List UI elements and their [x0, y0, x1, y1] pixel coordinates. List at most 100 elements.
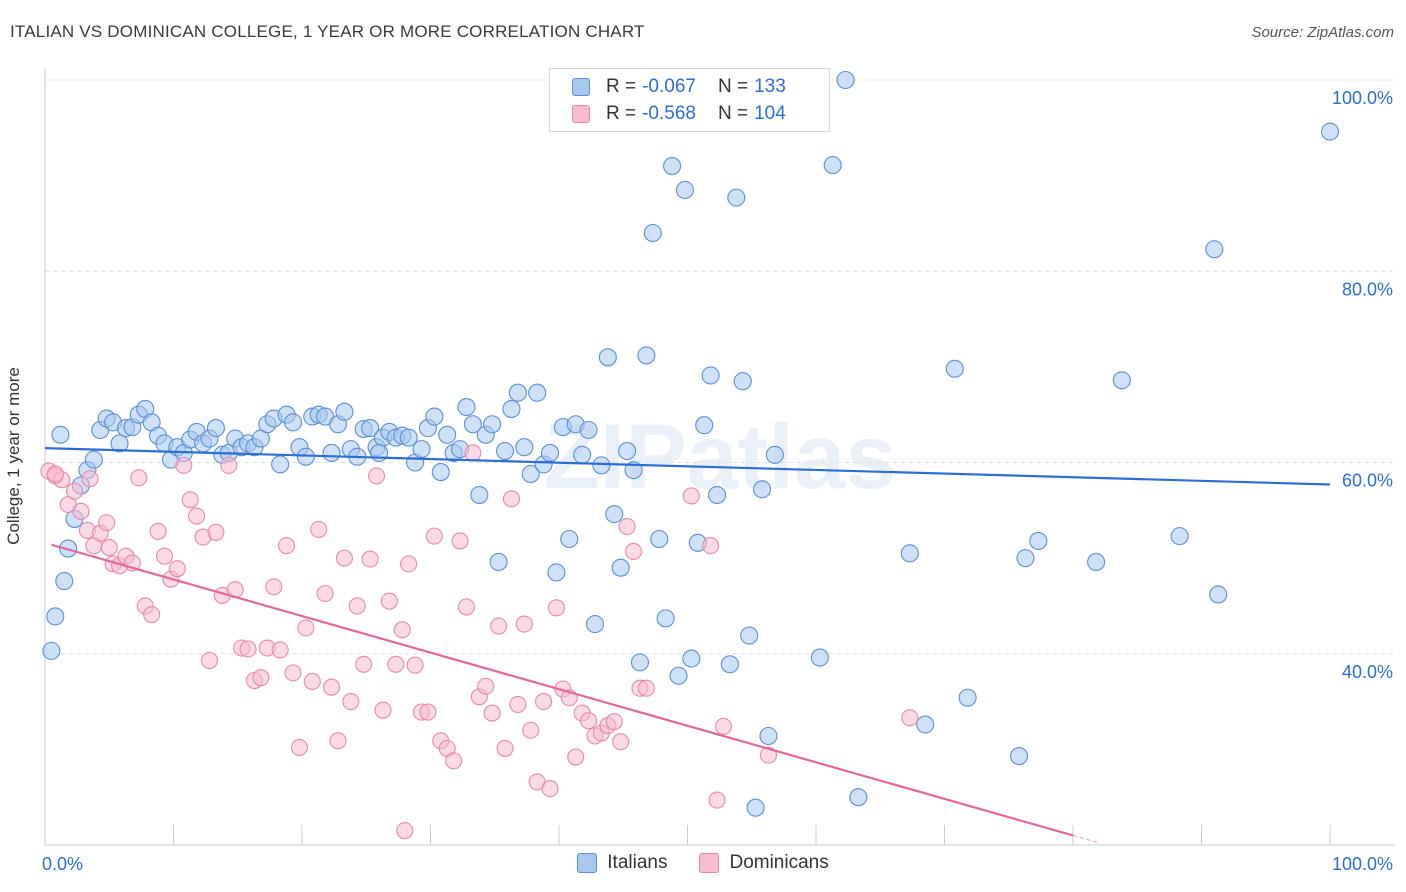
dominican-point — [502, 490, 521, 508]
dominican-point — [547, 599, 565, 617]
italian-point — [502, 399, 521, 419]
dominican-point — [522, 721, 540, 739]
dominican-point — [451, 532, 469, 550]
dominican-point — [168, 560, 186, 578]
italian-point — [425, 407, 444, 426]
dominicans-trend-extension — [1072, 834, 1099, 844]
r-value: -0.568 — [642, 103, 696, 124]
dominican-point — [335, 549, 353, 567]
dominican-point — [702, 537, 720, 555]
dominican-point — [396, 822, 414, 840]
dominican-point — [143, 605, 161, 624]
dominican-point — [81, 470, 99, 488]
dominican-point — [361, 550, 379, 568]
trend-lines — [44, 447, 1331, 844]
dominican-point — [155, 547, 174, 565]
legend-item-dominicans[interactable]: Dominicans — [699, 852, 829, 874]
italian-point — [463, 415, 482, 434]
dominican-point — [387, 655, 405, 673]
italian-point — [271, 455, 290, 474]
italian-point — [916, 715, 935, 734]
y-tick-label: 100.0% — [1332, 88, 1393, 108]
dominican-point — [207, 523, 225, 541]
italian-point — [508, 383, 527, 402]
chart-title: ITALIAN VS DOMINICAN COLLEGE, 1 YEAR OR … — [10, 22, 645, 41]
dominican-point — [46, 465, 64, 483]
italian-point — [206, 419, 225, 438]
n-label: N = — [717, 103, 749, 124]
dominican-point — [98, 514, 116, 532]
legend-item-italians[interactable]: Italians — [577, 852, 667, 874]
italian-point — [611, 558, 630, 577]
italian-point — [1087, 552, 1106, 572]
italian-point — [528, 383, 547, 402]
y-tick-label: 60.0% — [1342, 471, 1393, 491]
source-label: Source: ZipAtlas.com — [1251, 24, 1394, 41]
dominican-point — [239, 640, 257, 658]
dominican-point — [464, 444, 482, 462]
legend-label-dominicans: Dominicans — [729, 852, 829, 873]
italian-point — [727, 188, 746, 207]
italian-point — [720, 655, 739, 674]
italian-point — [46, 607, 65, 626]
dominican-point — [316, 584, 334, 603]
dominican-point — [535, 693, 553, 711]
legend-row-italians: R = -0.067 N = 133 — [572, 75, 786, 99]
italian-point — [669, 666, 688, 685]
dominican-point — [541, 780, 559, 798]
x-tick-label: 100.0% — [1332, 854, 1393, 874]
italian-point — [656, 609, 675, 628]
italian-point — [810, 648, 829, 667]
dominican-point — [567, 748, 585, 766]
italian-point — [958, 688, 977, 707]
dominican-point — [445, 752, 463, 770]
r-value: -0.067 — [642, 76, 696, 97]
dominican-point — [303, 672, 321, 691]
legend-label-italians: Italians — [607, 852, 668, 873]
x-tick-label: 0.0% — [42, 854, 83, 874]
italian-point — [438, 425, 457, 444]
n-value: 104 — [754, 103, 786, 124]
dominican-point — [323, 678, 341, 696]
grid-lines — [45, 79, 1395, 655]
dominican-point — [342, 693, 360, 711]
correlation-legend: R = -0.067 N = 133 R = -0.568 N = 104 — [549, 68, 830, 132]
italian-point — [1112, 371, 1131, 390]
legend-row-dominicans: R = -0.568 N = 104 — [572, 102, 786, 126]
dominican-point — [252, 669, 270, 687]
dominican-point — [374, 701, 392, 719]
italian-point — [322, 443, 341, 462]
dominican-point — [515, 615, 533, 633]
italian-point — [1029, 531, 1048, 550]
dominican-point — [612, 733, 630, 751]
italian-point — [495, 441, 515, 461]
dominican-point — [419, 703, 437, 721]
dominican-point — [477, 677, 495, 695]
dominican-point — [406, 656, 424, 674]
italian-point — [650, 529, 669, 549]
italian-point — [51, 425, 70, 444]
dominican-point — [181, 491, 199, 509]
dominican-point — [624, 542, 643, 560]
italian-point — [695, 416, 714, 435]
italian-point — [592, 456, 611, 475]
dominican-point — [130, 469, 148, 487]
italian-point — [585, 615, 605, 634]
italian-point — [637, 346, 656, 365]
italian-point — [431, 463, 450, 482]
italian-point — [682, 649, 701, 668]
italian-point — [740, 626, 759, 645]
dominican-point — [278, 537, 296, 555]
italian-point — [643, 223, 662, 243]
italian-point — [560, 529, 579, 549]
italian-point — [110, 434, 129, 453]
italian-point — [399, 428, 418, 447]
italian-point — [733, 372, 752, 391]
dominican-point — [297, 619, 315, 637]
dominican-point — [682, 487, 700, 505]
dominican-point — [271, 641, 289, 659]
italian-point — [765, 445, 784, 464]
dominican-point — [400, 555, 418, 573]
italian-point — [470, 485, 489, 505]
